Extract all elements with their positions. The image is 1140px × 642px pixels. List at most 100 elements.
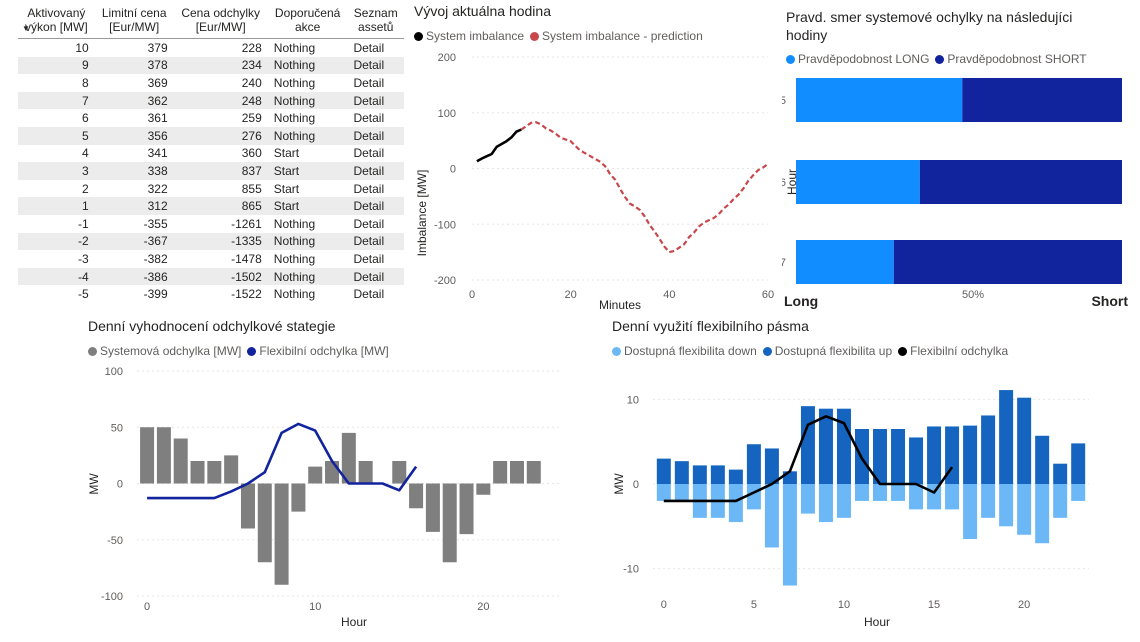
flex-bar-1[interactable] [1071, 443, 1086, 484]
flex-bar-0[interactable] [1053, 484, 1068, 518]
legend-item-prob-short[interactable]: Pravděpodobnost SHORT [935, 52, 1087, 66]
col-header-asset-list[interactable]: Seznam assetů [347, 4, 404, 39]
cell-asset-detail-link[interactable]: Detail [353, 40, 385, 55]
flex-bar-1[interactable] [963, 425, 978, 484]
cell-asset-detail-link[interactable]: Detail [353, 181, 385, 196]
legend-item-system-imbalance[interactable]: System imbalance [414, 29, 524, 43]
table-row[interactable]: -3 -382 -1478 Nothing Detail [18, 250, 404, 268]
flex-bar-0[interactable] [746, 484, 761, 510]
prediction-line[interactable] [520, 121, 769, 254]
strategy-bar-0[interactable] [341, 432, 356, 484]
table-row[interactable]: -5 -399 -1522 Nothing Detail [18, 285, 404, 303]
cell-asset-detail-link[interactable]: Detail [347, 162, 404, 180]
table-row[interactable]: 1 312 865 Start Detail [18, 197, 404, 215]
strategy-bar-0[interactable] [190, 461, 205, 484]
flex-bar-1[interactable] [746, 444, 761, 484]
flex-bar-1[interactable] [1053, 463, 1068, 484]
table-row[interactable]: 6 361 259 Nothing Detail [18, 109, 404, 127]
strategy-bar-0[interactable] [509, 461, 524, 484]
table-row[interactable]: 7 362 248 Nothing Detail [18, 91, 404, 110]
flex-bar-1[interactable] [656, 458, 671, 484]
col-header-imbalance-price[interactable]: Cena odchylky [Eur/MW] [173, 4, 268, 39]
flex-bar-1[interactable] [728, 469, 743, 484]
strategy-bar-0[interactable] [325, 461, 340, 484]
flex-bar-0[interactable] [981, 484, 996, 518]
strategy-bar-0[interactable] [459, 483, 474, 535]
col-header-recommended-action[interactable]: Doporučená akce [267, 4, 348, 39]
legend-item-prediction[interactable]: System imbalance - prediction [530, 29, 703, 43]
flex-bar-0[interactable] [945, 484, 960, 510]
flex-bar-1[interactable] [909, 437, 924, 484]
flex-bar-1[interactable] [999, 390, 1014, 484]
legend-item-flex-up[interactable]: Dostupná flexibilita up [762, 344, 892, 358]
flex-bar-0[interactable] [891, 484, 906, 501]
flex-bar-0[interactable] [656, 484, 671, 501]
strategy-bar-0[interactable] [173, 438, 188, 484]
prob-long-bar[interactable] [796, 160, 920, 204]
flex-bar-1[interactable] [692, 465, 707, 484]
cell-asset-detail-link[interactable]: Detail [353, 216, 385, 231]
flex-bar-0[interactable] [854, 484, 869, 501]
legend-item-system-deviation[interactable]: Systemová odchylka [MW] [88, 344, 241, 358]
table-row[interactable]: -1 -355 -1261 Nothing Detail [18, 215, 404, 233]
flex-bar-0[interactable] [674, 484, 689, 501]
table-row[interactable]: 2 322 855 Start Detail [18, 180, 404, 198]
prob-long-bar[interactable] [796, 78, 963, 122]
table-row[interactable]: 9 378 234 Nothing Detail [18, 56, 404, 75]
flex-bar-1[interactable] [674, 461, 689, 484]
flex-bar-1[interactable] [981, 415, 996, 484]
strategy-bar-0[interactable] [207, 461, 222, 484]
flex-bar-0[interactable] [1071, 484, 1086, 501]
cell-asset-detail-link[interactable]: Detail [347, 91, 404, 110]
strategy-bar-0[interactable] [526, 461, 541, 484]
flex-bar-0[interactable] [728, 484, 743, 523]
flex-bar-0[interactable] [909, 484, 924, 510]
cell-asset-detail-link[interactable]: Detail [347, 56, 404, 75]
col-header-activated-power[interactable]: Aktivovaný výkon [MW] ▼ [18, 4, 95, 39]
cell-asset-detail-link[interactable]: Detail [353, 287, 385, 302]
flex-bar-1[interactable] [891, 429, 906, 484]
system-imbalance-line[interactable] [476, 128, 522, 163]
table-row[interactable]: -2 -367 -1335 Nothing Detail [18, 232, 404, 251]
flex-bar-0[interactable] [1035, 484, 1050, 544]
strategy-bar-0[interactable] [291, 483, 306, 512]
cell-asset-detail-link[interactable]: Detail [347, 267, 404, 286]
table-row[interactable]: 4 341 360 Start Detail [18, 145, 404, 163]
flex-bar-0[interactable] [963, 484, 978, 539]
flex-bar-1[interactable] [818, 408, 833, 484]
strategy-bar-0[interactable] [358, 461, 373, 484]
flex-bar-1[interactable] [1035, 435, 1050, 484]
legend-item-flexible-deviation[interactable]: Flexibilní odchylka [MW] [247, 344, 389, 358]
col-header-limit-price[interactable]: Limitní cena [Eur/MW] [94, 4, 174, 39]
strategy-bar-0[interactable] [257, 483, 272, 563]
cell-asset-detail-link[interactable]: Detail [353, 251, 385, 266]
legend-item-prob-long[interactable]: Pravděpodobnost LONG [786, 52, 929, 66]
cell-asset-detail-link[interactable]: Detail [347, 197, 404, 215]
flex-bar-0[interactable] [873, 484, 888, 501]
flex-bar-0[interactable] [818, 484, 833, 523]
table-row[interactable]: 8 369 240 Nothing Detail [18, 74, 404, 92]
strategy-bar-0[interactable] [425, 483, 440, 532]
table-row[interactable]: -4 -386 -1502 Nothing Detail [18, 267, 404, 286]
strategy-bar-0[interactable] [140, 427, 155, 484]
legend-item-flex-down[interactable]: Dostupná flexibilita down [612, 344, 757, 358]
prob-short-bar[interactable] [893, 240, 1122, 284]
flex-bar-0[interactable] [764, 484, 779, 548]
flex-bar-0[interactable] [800, 484, 815, 514]
flex-bar-0[interactable] [999, 484, 1014, 527]
strategy-bar-0[interactable] [493, 461, 508, 484]
flex-bar-1[interactable] [764, 448, 779, 484]
strategy-bar-0[interactable] [224, 455, 239, 484]
cell-asset-detail-link[interactable]: Detail [353, 75, 385, 90]
table-row[interactable]: 3 338 837 Start Detail [18, 162, 404, 180]
strategy-bar-0[interactable] [274, 483, 289, 585]
flex-bar-1[interactable] [800, 406, 815, 484]
flex-bar-0[interactable] [836, 484, 851, 518]
flex-bar-1[interactable] [1017, 397, 1032, 484]
table-row[interactable]: 5 356 276 Nothing Detail [18, 126, 404, 145]
strategy-bar-0[interactable] [240, 483, 255, 529]
flex-bar-1[interactable] [945, 426, 960, 484]
flex-bar-0[interactable] [1017, 484, 1032, 535]
strategy-bar-0[interactable] [442, 483, 457, 563]
prob-long-bar[interactable] [796, 240, 894, 284]
